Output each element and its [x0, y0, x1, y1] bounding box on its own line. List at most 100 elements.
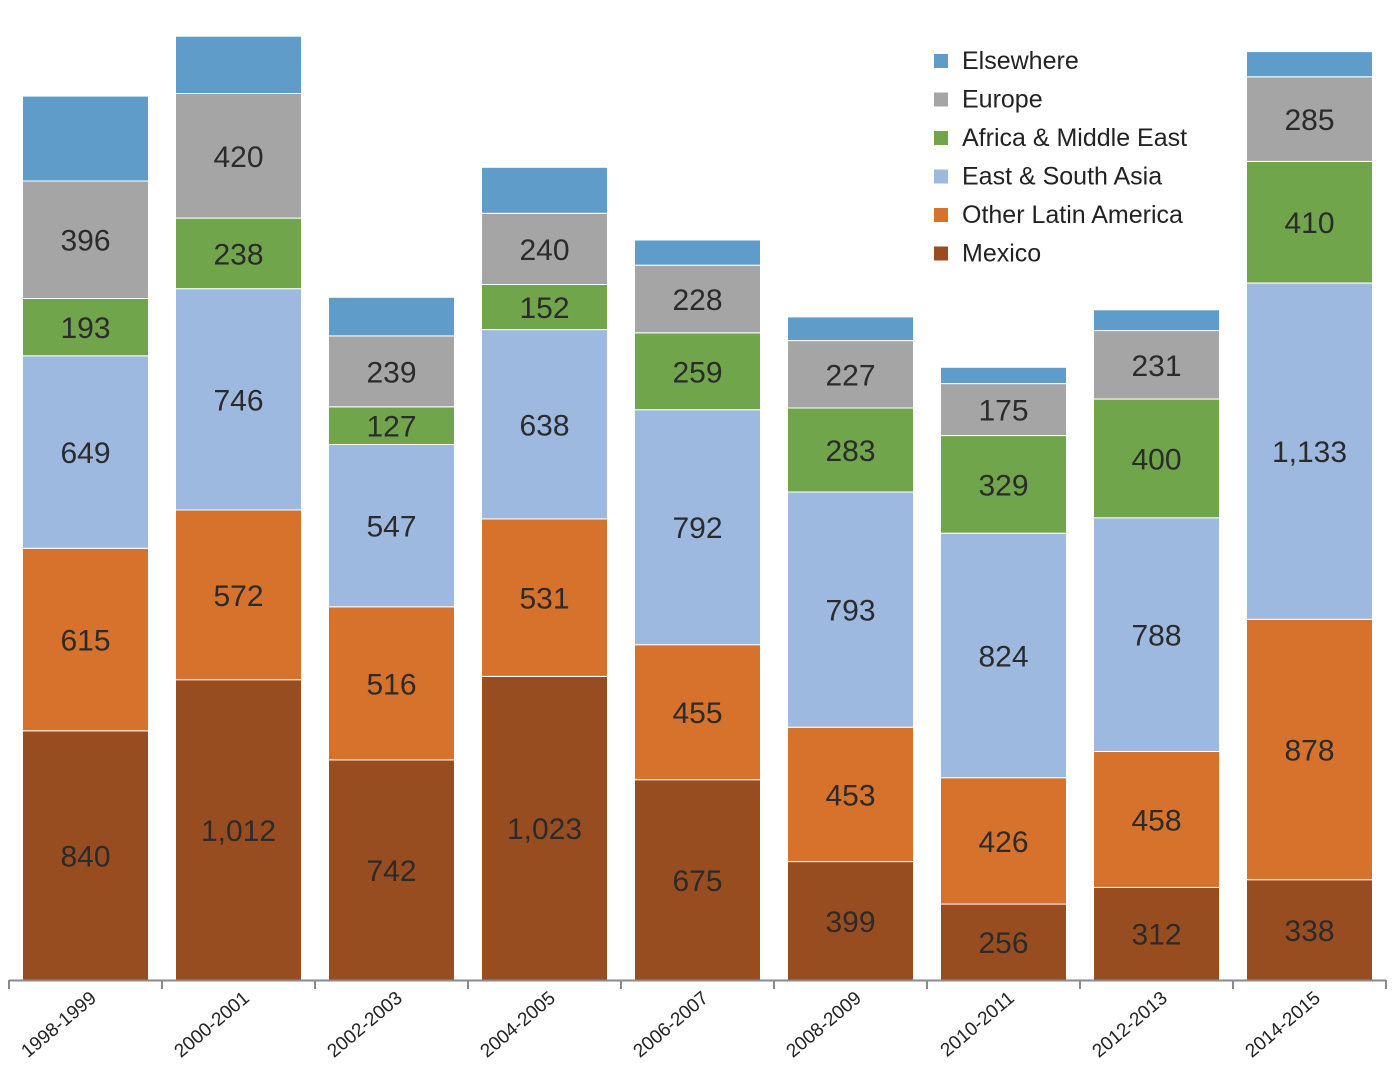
- bar-other-latin-america-2006-2007: [634, 644, 761, 781]
- legend-label-east-and-south-asia: East & South Asia: [962, 163, 1162, 191]
- bar-other-latin-america-1998-1999: [22, 547, 149, 732]
- data-label-east-and-south-asia-2000-2001: 746: [213, 384, 263, 417]
- bar-africa-and-middle-east-2002-2003: [328, 406, 455, 445]
- data-label-other-latin-america-1998-1999: 615: [60, 625, 110, 658]
- x-tick-label-2008-2009: 2008-2009: [783, 988, 866, 1063]
- data-label-other-latin-america-2012-2013: 458: [1131, 805, 1181, 838]
- legend-swatch-europe: [934, 92, 948, 107]
- x-tick-label-2002-2003: 2002-2003: [324, 988, 407, 1063]
- data-label-africa-and-middle-east-2010-2011: 329: [978, 469, 1028, 502]
- bar-other-latin-america-2004-2005: [481, 518, 608, 677]
- bar-east-and-south-asia-2004-2005: [481, 329, 608, 520]
- x-tick-label-2000-2001: 2000-2001: [171, 988, 254, 1063]
- data-label-mexico-2014-2015: 338: [1284, 915, 1334, 948]
- bar-europe-2002-2003: [328, 335, 455, 408]
- bar-east-and-south-asia-2002-2003: [328, 444, 455, 608]
- bar-africa-and-middle-east-2010-2011: [940, 435, 1067, 534]
- data-label-africa-and-middle-east-2008-2009: 283: [825, 435, 875, 468]
- bar-africa-and-middle-east-2000-2001: [175, 217, 302, 290]
- data-label-africa-and-middle-east-2012-2013: 400: [1131, 443, 1181, 476]
- legend-swatch-elsewhere: [934, 54, 948, 68]
- x-axis: 1998-1999 2000-2001 2002-2003 2004-2005 2006…: [8, 979, 1387, 1063]
- x-tick-label-1998-1999: 1998-1999: [18, 988, 101, 1063]
- data-label-europe-2008-2009: 227: [825, 359, 875, 392]
- legend: Elsewhere Europe Africa & Middle East East …: [934, 47, 1187, 268]
- data-label-east-and-south-asia-2004-2005: 638: [519, 409, 569, 442]
- bar-europe-1998-1999: [22, 180, 149, 299]
- data-labels-group: 840 615 649 193 396 1,012 572 746 238 420 742 516 54…: [60, 104, 1347, 960]
- bar-africa-and-middle-east-2008-2009: [787, 407, 914, 493]
- data-label-europe-2004-2005: 240: [519, 234, 569, 267]
- data-label-africa-and-middle-east-2014-2015: 410: [1284, 207, 1334, 240]
- bar-elsewhere-2010-2011: [940, 366, 1067, 385]
- data-label-mexico-1998-1999: 840: [60, 840, 110, 873]
- data-label-europe-2006-2007: 228: [672, 284, 722, 317]
- bar-east-and-south-asia-2000-2001: [175, 288, 302, 511]
- bar-europe-2004-2005: [481, 212, 608, 285]
- bar-mexico-2000-2001: [175, 679, 302, 981]
- data-label-other-latin-america-2000-2001: 572: [213, 580, 263, 613]
- data-label-mexico-2002-2003: 742: [366, 855, 416, 888]
- data-label-east-and-south-asia-2012-2013: 788: [1131, 620, 1181, 653]
- bar-elsewhere-2012-2013: [1093, 309, 1220, 332]
- bar-africa-and-middle-east-2012-2013: [1093, 398, 1220, 519]
- data-label-mexico-2008-2009: 399: [825, 906, 875, 939]
- data-label-africa-and-middle-east-2002-2003: 127: [366, 411, 416, 444]
- legend-swatch-mexico: [934, 246, 948, 261]
- bar-europe-2006-2007: [634, 264, 761, 334]
- bars-group: [22, 35, 1373, 981]
- bar-east-and-south-asia-2006-2007: [634, 409, 761, 646]
- bar-east-and-south-asia-2008-2009: [787, 491, 914, 728]
- bar-europe-2010-2011: [940, 383, 1067, 437]
- bar-europe-2000-2001: [175, 93, 302, 219]
- data-label-europe-2000-2001: 420: [213, 141, 263, 174]
- data-label-other-latin-america-2010-2011: 426: [978, 826, 1028, 859]
- data-label-east-and-south-asia-1998-1999: 649: [60, 437, 110, 470]
- data-label-europe-2012-2013: 231: [1131, 350, 1181, 383]
- bar-mexico-2002-2003: [328, 759, 455, 981]
- bar-mexico-2012-2013: [1093, 886, 1220, 981]
- x-tick-label-2010-2011: 2010-2011: [937, 988, 1019, 1062]
- data-label-europe-2002-2003: 239: [366, 356, 416, 389]
- bar-africa-and-middle-east-2006-2007: [634, 332, 761, 411]
- bar-elsewhere-2008-2009: [787, 316, 914, 342]
- bar-other-latin-america-2014-2015: [1246, 618, 1373, 881]
- bar-east-and-south-asia-2012-2013: [1093, 517, 1220, 753]
- data-label-other-latin-america-2002-2003: 516: [366, 668, 416, 701]
- x-tick-label-2014-2015: 2014-2015: [1242, 988, 1325, 1063]
- bar-mexico-2004-2005: [481, 676, 608, 981]
- data-label-mexico-2006-2007: 675: [672, 865, 722, 898]
- data-label-other-latin-america-2014-2015: 878: [1284, 735, 1334, 768]
- data-label-europe-1998-1999: 396: [60, 225, 110, 258]
- data-label-other-latin-america-2004-2005: 531: [519, 583, 569, 616]
- legend-swatch-east-and-south-asia: [934, 169, 948, 184]
- data-label-east-and-south-asia-2014-2015: 1,133: [1272, 436, 1347, 469]
- data-label-africa-and-middle-east-2004-2005: 152: [519, 292, 569, 325]
- bar-mexico-1998-1999: [22, 730, 149, 981]
- bar-elsewhere-2002-2003: [328, 296, 455, 337]
- data-label-other-latin-america-2008-2009: 453: [825, 779, 875, 812]
- data-label-mexico-2004-2005: 1,023: [507, 813, 582, 846]
- bar-europe-2012-2013: [1093, 330, 1220, 400]
- bar-mexico-2014-2015: [1246, 879, 1373, 981]
- data-label-east-and-south-asia-2008-2009: 793: [825, 595, 875, 628]
- data-label-africa-and-middle-east-2006-2007: 259: [672, 356, 722, 389]
- data-label-europe-2014-2015: 285: [1284, 104, 1334, 137]
- bar-other-latin-america-2010-2011: [940, 777, 1067, 905]
- bar-elsewhere-2004-2005: [481, 166, 608, 214]
- data-label-europe-2010-2011: 175: [978, 395, 1028, 428]
- bar-elsewhere-1998-1999: [22, 95, 149, 182]
- x-tick-label-2012-2013: 2012-2013: [1089, 988, 1172, 1063]
- data-label-mexico-2000-2001: 1,012: [201, 815, 276, 848]
- bar-elsewhere-2006-2007: [634, 239, 761, 266]
- legend-label-mexico: Mexico: [962, 240, 1041, 268]
- data-label-east-and-south-asia-2002-2003: 547: [366, 511, 416, 544]
- bar-east-and-south-asia-2014-2015: [1246, 282, 1373, 620]
- x-tick-label-2006-2007: 2006-2007: [630, 988, 713, 1063]
- bar-europe-2008-2009: [787, 340, 914, 409]
- legend-label-europe: Europe: [962, 86, 1043, 114]
- x-tick-label-2004-2005: 2004-2005: [477, 988, 560, 1063]
- legend-label-other-latin-america: Other Latin America: [962, 201, 1183, 229]
